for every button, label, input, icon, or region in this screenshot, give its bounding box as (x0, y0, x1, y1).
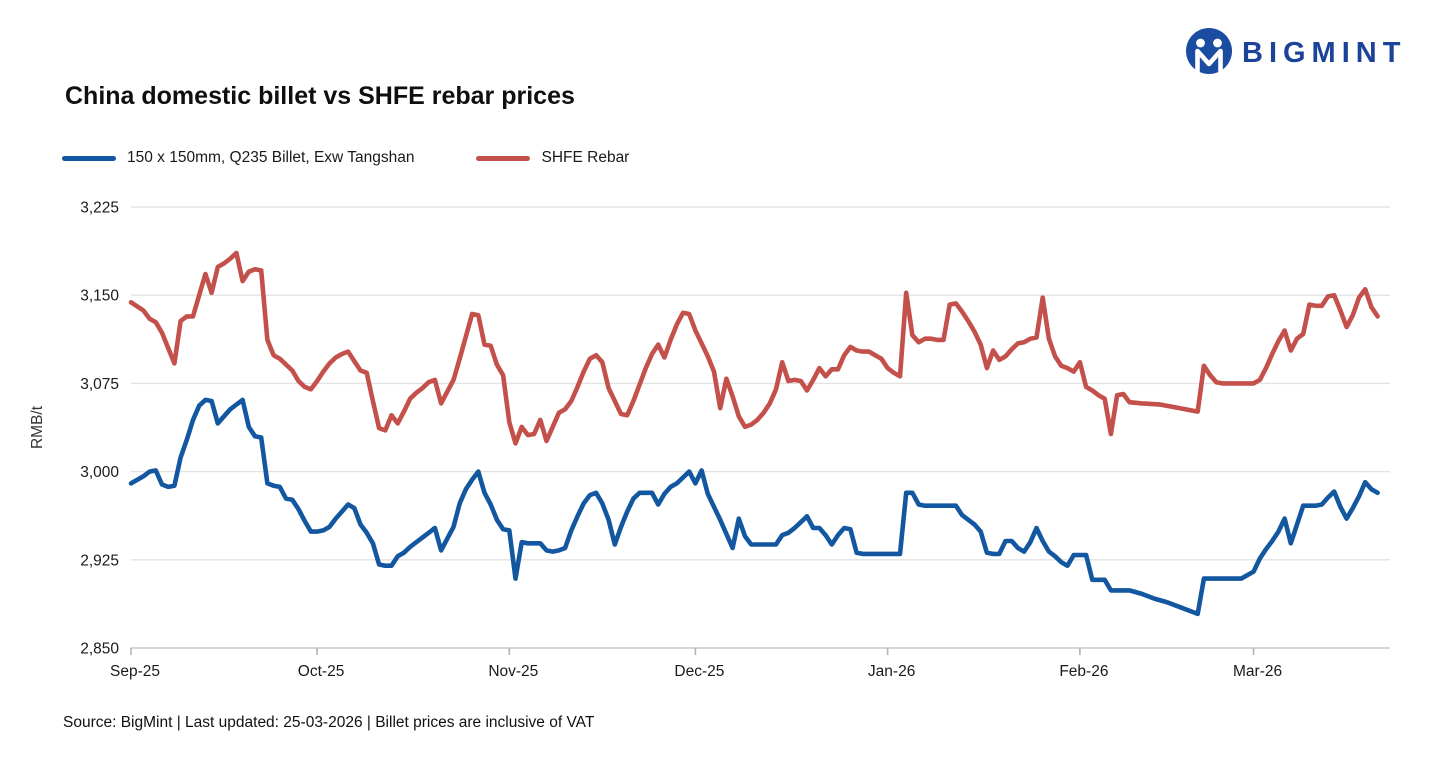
legend-item-rebar: SHFE Rebar (476, 149, 629, 167)
y-axis-title: RMB/t (29, 405, 46, 449)
y-tick-label: 3,000 (80, 464, 119, 481)
x-tick-label: Sep-25 (110, 663, 160, 680)
rebar-series-line (128, 250, 1380, 446)
chart-legend: 150 x 150mm, Q235 Billet, Exw Tangshan S… (62, 149, 629, 167)
x-tick-label: Dec-25 (674, 663, 724, 680)
brand-wordmark: BIGMINT (1242, 36, 1407, 69)
x-tick-label: Mar-26 (1233, 663, 1282, 680)
billet-legend-swatch-icon (62, 155, 116, 161)
rebar-legend-swatch-icon (476, 155, 531, 161)
billet-series-line (128, 397, 1380, 617)
source-note: Source: BigMint | Last updated: 25-03-20… (63, 714, 595, 731)
legend-item-billet: 150 x 150mm, Q235 Billet, Exw Tangshan (62, 149, 414, 167)
y-tick-label: 3,150 (80, 288, 119, 305)
x-tick-label: Jan-26 (868, 663, 915, 680)
billet-legend-label: 150 x 150mm, Q235 Billet, Exw Tangshan (127, 149, 415, 166)
page-title: China domestic billet vs SHFE rebar pric… (65, 82, 575, 110)
y-tick-label: 3,075 (80, 376, 119, 393)
mammoth-circle-icon (1186, 28, 1232, 78)
x-tick-label: Nov-25 (488, 663, 538, 680)
bigmint-logo: BIGMINT (1185, 27, 1406, 79)
y-tick-label: 2,925 (80, 552, 119, 569)
rebar-legend-label: SHFE Rebar (541, 149, 630, 166)
x-tick-label: Oct-25 (298, 663, 345, 680)
y-tick-label: 2,850 (80, 641, 119, 658)
x-tick-label: Feb-26 (1059, 663, 1108, 680)
y-tick-label: 3,225 (80, 200, 119, 217)
